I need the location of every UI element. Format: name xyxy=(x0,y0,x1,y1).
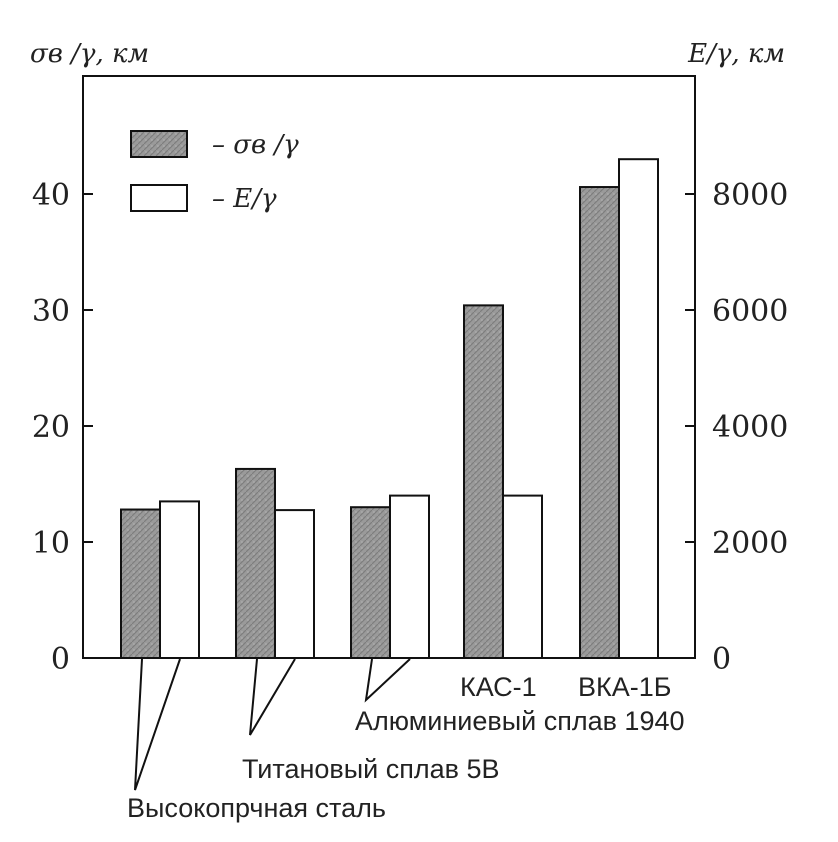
bar-strength xyxy=(120,508,161,659)
left-tick-label: 0 xyxy=(51,642,70,677)
bar-modulus xyxy=(389,494,430,659)
right-axis-ticks: 0 2000 4000 6000 8000 xyxy=(685,178,788,677)
right-tick-label: 4000 xyxy=(712,410,788,445)
legend-label-modulus: – E/γ xyxy=(212,184,277,214)
bar-strength xyxy=(235,467,276,660)
bar-strength xyxy=(463,304,504,659)
category-label-kas1: КАС-1 xyxy=(460,672,537,702)
left-tick-label: 20 xyxy=(32,410,70,445)
leader-steel xyxy=(134,658,181,791)
bar-modulus xyxy=(274,509,315,659)
bars xyxy=(120,158,659,660)
category-label-titanium: Титановый сплав 5В xyxy=(242,754,500,784)
legend-swatch-white xyxy=(130,184,188,212)
right-tick-label: 8000 xyxy=(712,178,788,213)
right-tick-label: 6000 xyxy=(712,294,788,329)
left-axis-title: σв /γ, км xyxy=(30,39,149,69)
right-axis-title: E/γ, км xyxy=(687,39,785,69)
left-tick-label: 10 xyxy=(32,526,70,561)
legend: – σв /γ – E/γ xyxy=(130,130,299,214)
category-label-steel: Высокопрчная сталь xyxy=(127,793,386,823)
category-label-vka1b: ВКА-1Б xyxy=(578,672,671,702)
bar-modulus xyxy=(159,500,200,659)
left-axis-ticks: 0 10 20 30 40 xyxy=(32,178,93,677)
right-tick-label: 2000 xyxy=(712,526,788,561)
bar-modulus xyxy=(618,158,659,659)
leader-aluminum xyxy=(364,658,411,703)
legend-swatch-gray xyxy=(130,130,188,158)
leader-lines xyxy=(134,658,411,791)
bar-modulus xyxy=(502,494,543,659)
bar-strength xyxy=(579,186,620,659)
bar-strength xyxy=(350,506,391,660)
legend-label-strength: – σв /γ xyxy=(212,130,299,160)
right-tick-label: 0 xyxy=(712,642,731,677)
leader-titanium xyxy=(249,658,296,736)
category-label-aluminum: Алюминиевый сплав 1940 xyxy=(355,706,685,736)
left-tick-label: 40 xyxy=(32,178,70,213)
left-tick-label: 30 xyxy=(32,294,70,329)
